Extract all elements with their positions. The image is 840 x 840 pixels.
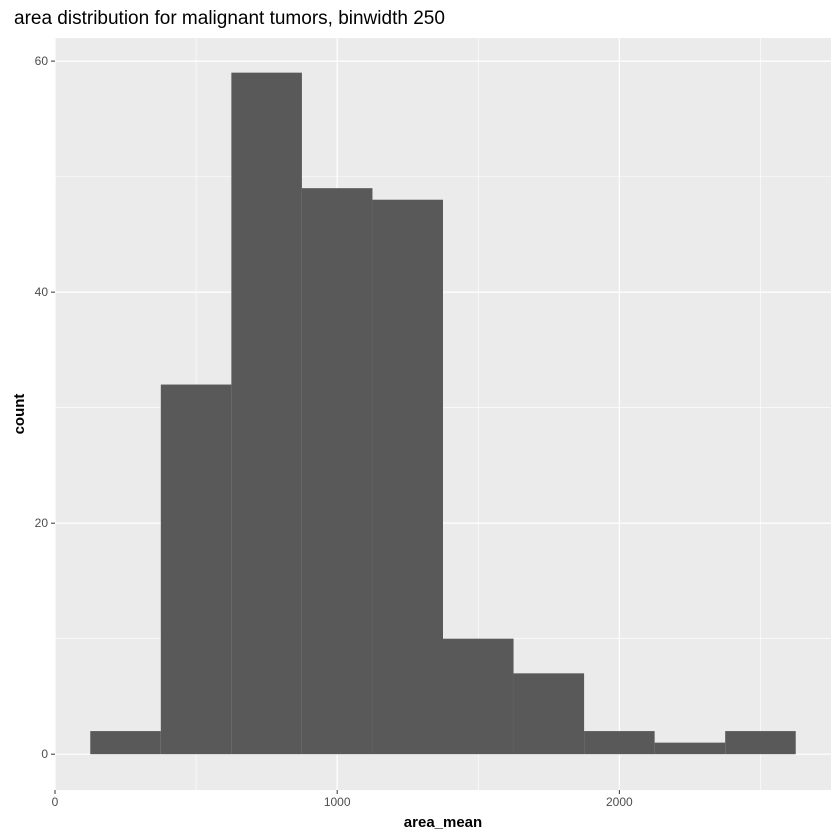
histogram-bar	[160, 384, 232, 755]
y-tick-label: 40	[35, 285, 49, 299]
histogram-bar	[513, 673, 585, 755]
y-tick-label: 20	[35, 516, 49, 530]
histogram-bars	[90, 72, 796, 755]
x-tick-label: 0	[52, 795, 59, 809]
y-tick-label: 0	[41, 747, 48, 761]
histogram-bar	[654, 742, 726, 755]
chart-title: area distribution for malignant tumors, …	[14, 8, 445, 29]
histogram-bar	[443, 638, 514, 755]
x-tick-label: 2000	[606, 795, 633, 809]
histogram-bar	[725, 731, 796, 755]
y-axis: 0 20 40 60	[35, 54, 55, 761]
x-axis: 0 1000 2000	[52, 790, 633, 809]
y-tick-label: 60	[35, 54, 49, 68]
y-axis-title: count	[11, 394, 28, 435]
histogram-bar	[231, 72, 302, 755]
x-tick-label: 1000	[324, 795, 351, 809]
histogram-bar	[301, 188, 373, 755]
histogram-bar	[372, 199, 443, 755]
histogram-bar	[584, 731, 655, 755]
x-axis-title: area_mean	[404, 814, 482, 831]
histogram-bar	[90, 731, 161, 755]
